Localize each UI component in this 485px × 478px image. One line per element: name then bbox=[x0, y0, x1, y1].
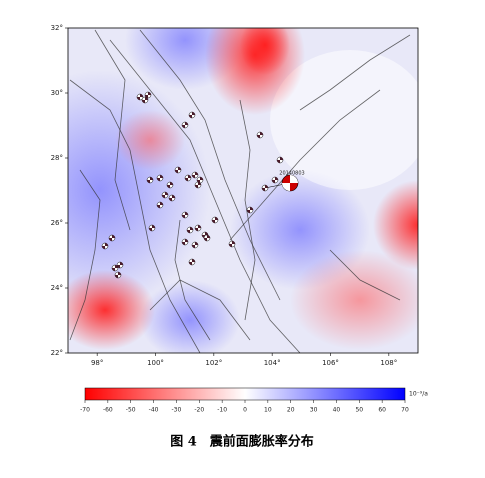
focal-mechanism-quadrant bbox=[257, 132, 263, 138]
y-tick-label: 22° bbox=[51, 349, 63, 357]
focal-mechanism-quadrant bbox=[189, 112, 195, 118]
x-tick-label: 108° bbox=[380, 359, 397, 367]
event-label: 20140803 bbox=[279, 171, 304, 177]
focal-mechanism-quadrant bbox=[247, 207, 253, 213]
focal-mechanism-quadrant bbox=[229, 241, 235, 247]
focal-mechanism-quadrant bbox=[262, 185, 268, 191]
focal-mechanism-quadrant bbox=[115, 272, 121, 278]
colorbar-tick-label: -50 bbox=[126, 407, 136, 414]
y-tick-label: 28° bbox=[51, 154, 63, 162]
focal-mechanism-quadrant bbox=[192, 172, 198, 178]
focal-mechanism-quadrant bbox=[272, 177, 278, 183]
focal-mechanism-quadrant bbox=[145, 92, 151, 98]
focal-mechanism-quadrant bbox=[185, 175, 191, 181]
colorbar-tick-label: 0 bbox=[243, 407, 247, 414]
colorbar-tick-label: 30 bbox=[310, 407, 318, 414]
focal-mechanism-quadrant bbox=[175, 167, 181, 173]
y-tick-label: 26° bbox=[51, 219, 63, 227]
colorbar-tick-label: 70 bbox=[401, 407, 409, 414]
focal-mechanism-quadrant bbox=[192, 242, 198, 248]
x-tick-label: 106° bbox=[322, 359, 339, 367]
colorbar-tick-label: -60 bbox=[103, 407, 113, 414]
focal-mechanism-quadrant bbox=[117, 262, 123, 268]
focal-mechanism-quadrant bbox=[187, 227, 193, 233]
focal-mechanism-quadrant bbox=[162, 192, 168, 198]
focal-mechanism-quadrant bbox=[137, 94, 143, 100]
caption: 图 4 震前面膨胀率分布 bbox=[170, 434, 314, 450]
colorbar-tick-label: 20 bbox=[287, 407, 295, 414]
colorbar-tick-label: 40 bbox=[333, 407, 341, 414]
y-tick-label: 32° bbox=[51, 24, 63, 32]
colorbar-tick-label: -10 bbox=[217, 407, 227, 414]
colorbar-tick-label: 60 bbox=[378, 407, 386, 414]
focal-mechanism-quadrant bbox=[212, 217, 218, 223]
focal-mechanism-quadrant bbox=[277, 157, 283, 163]
x-tick-label: 104° bbox=[264, 359, 281, 367]
focal-mechanism-quadrant bbox=[102, 243, 108, 249]
colorbar-tick-label: -70 bbox=[80, 407, 90, 414]
colorbar-tick-label: 50 bbox=[355, 407, 363, 414]
colorbar-unit: 10⁻⁹/a bbox=[409, 391, 428, 398]
focal-mechanism-quadrant bbox=[109, 235, 115, 241]
focal-mechanism-quadrant bbox=[197, 177, 203, 183]
focal-mechanism-quadrant bbox=[157, 175, 163, 181]
colorbar-tick-label: -30 bbox=[172, 407, 182, 414]
focal-mechanism-quadrant bbox=[182, 122, 188, 128]
main-mechanism bbox=[281, 174, 299, 192]
focal-mechanism-quadrant bbox=[169, 195, 175, 201]
focal-mechanism-quadrant bbox=[195, 182, 201, 188]
focal-mechanism-quadrant bbox=[157, 202, 163, 208]
colorbar-tick-label: -40 bbox=[149, 407, 159, 414]
focal-mechanism-quadrant bbox=[112, 265, 118, 271]
focal-mechanism-quadrant bbox=[204, 235, 210, 241]
focal-mechanism-quadrant bbox=[149, 225, 155, 231]
strain-field bbox=[68, 28, 418, 353]
colorbar bbox=[84, 387, 406, 401]
focal-mechanism-quadrant bbox=[142, 97, 148, 103]
x-tick-label: 98° bbox=[91, 359, 103, 367]
colorbar-tick-label: -20 bbox=[194, 407, 204, 414]
map-frame bbox=[67, 27, 419, 354]
colorbar-tick-label: 10 bbox=[264, 407, 272, 414]
focal-mechanism-quadrant bbox=[147, 177, 153, 183]
focal-mechanism-quadrant bbox=[189, 259, 195, 265]
y-tick-label: 24° bbox=[51, 284, 63, 292]
focal-mechanism-quadrant bbox=[195, 225, 201, 231]
focal-mechanism-quadrant bbox=[167, 182, 173, 188]
focal-mechanism-quadrant bbox=[182, 239, 188, 245]
x-tick-label: 100° bbox=[147, 359, 164, 367]
y-tick-label: 30° bbox=[51, 89, 63, 97]
focal-mechanism-quadrant bbox=[182, 212, 188, 218]
x-tick-label: 102° bbox=[205, 359, 222, 367]
focal-mechanism-quadrant bbox=[202, 232, 208, 238]
